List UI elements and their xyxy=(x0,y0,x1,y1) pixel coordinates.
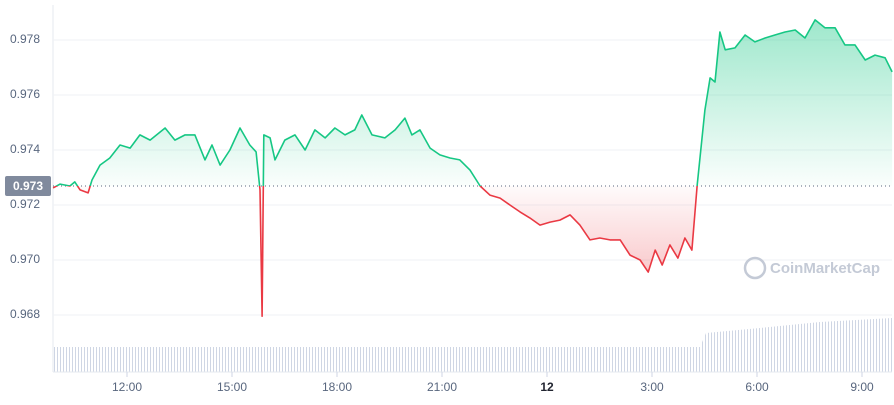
x-tick-label: 12 xyxy=(540,380,554,394)
y-tick-label: 0.968 xyxy=(10,307,40,321)
volume xyxy=(53,318,892,372)
x-tick-label: 21:00 xyxy=(427,380,457,394)
reference-label: 0.973 xyxy=(13,179,43,193)
x-tick-label: 12:00 xyxy=(112,380,142,394)
area xyxy=(53,19,893,317)
watermark: CoinMarketCap xyxy=(743,256,880,280)
y-tick-label: 0.972 xyxy=(10,197,40,211)
watermark-text: CoinMarketCap xyxy=(770,260,880,277)
x-tick-label: 6:00 xyxy=(745,380,769,394)
x-tick-label: 15:00 xyxy=(217,380,247,394)
y-tick-label: 0.970 xyxy=(10,252,40,266)
y-tick-label: 0.976 xyxy=(10,87,40,101)
y-tick-label: 0.974 xyxy=(10,142,40,156)
price-line xyxy=(52,19,893,317)
y-tick-label: 0.978 xyxy=(10,32,40,46)
x-tick-label: 3:00 xyxy=(640,380,664,394)
x-tick-label: 9:00 xyxy=(850,380,874,394)
x-tick-label: 18:00 xyxy=(322,380,352,394)
reference-badge xyxy=(5,176,51,197)
